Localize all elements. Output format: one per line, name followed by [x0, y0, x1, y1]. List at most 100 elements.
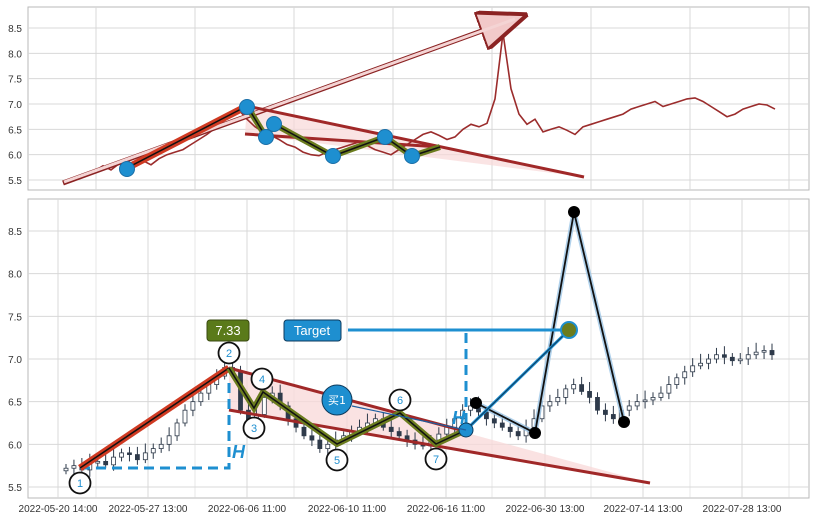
detail-frame [27, 198, 810, 499]
candle-body [507, 426, 513, 432]
candle-body [634, 401, 640, 407]
candle-body [119, 452, 124, 458]
detail-point-7-marker [424, 447, 448, 471]
detail-pattern-points: 1 2 3 4 5 6 7 [68, 341, 448, 495]
detail-point-6-marker [388, 388, 412, 412]
candle-body [579, 384, 585, 392]
projection-point-2 [529, 427, 541, 439]
candle-body [769, 350, 775, 356]
candle-body [666, 384, 672, 394]
detail-y-tick-label: 7.0 [8, 355, 22, 366]
candle-body [714, 354, 719, 360]
detail-x-tick-label: 2022-06-10 11:00 [308, 504, 387, 515]
candle-body [491, 418, 497, 424]
candle-body [95, 460, 101, 464]
candle-body [642, 399, 648, 403]
overview-panel: 5.5 6.0 6.5 7.0 7.5 8.0 8.5 [8, 6, 810, 191]
detail-y-tick-label: 8.0 [8, 270, 22, 281]
candle-body [650, 396, 656, 401]
top-value-label: 7.33 [215, 323, 240, 338]
candle-body [388, 426, 394, 432]
candle-body [682, 371, 688, 379]
candle-body [261, 396, 267, 415]
candle-body [690, 365, 696, 373]
candle-body [317, 439, 323, 450]
detail-panel: 5.5 6.0 6.5 7.0 7.5 8.0 8.5 2022-05-20 14:00 20… [8, 198, 810, 515]
detail-lower-trendline [228, 408, 651, 485]
candle-body [658, 392, 664, 398]
h-height-left [80, 380, 231, 470]
detail-zigzag-core [228, 367, 467, 445]
detail-x-tick-label: 2022-07-14 13:00 [604, 504, 683, 515]
overview-point-4 [266, 116, 282, 132]
candle-body [706, 358, 711, 364]
candle-body [555, 396, 561, 403]
overview-rise-segment-core [126, 105, 248, 169]
candle-body [166, 435, 172, 445]
detail-y-tick-label: 5.5 [8, 483, 22, 494]
candle-body [396, 431, 402, 437]
overview-y-tick-label: 8.0 [8, 49, 22, 60]
overview-y-tick-label: 6.5 [8, 125, 22, 136]
detail-point-7-label: 7 [433, 454, 439, 466]
candle-body [626, 405, 632, 411]
candle-body [610, 414, 616, 420]
target-badge [283, 319, 342, 342]
overview-point-3 [258, 129, 274, 145]
overview-point-7 [404, 148, 420, 164]
candle-body [737, 358, 743, 362]
detail-y-tick-label: 7.5 [8, 312, 22, 323]
candle-body [674, 377, 680, 386]
projection-point-4 [618, 416, 630, 428]
candle-body [603, 409, 608, 415]
candle-body [563, 388, 569, 398]
overview-y-tick-label: 7.0 [8, 100, 22, 111]
detail-point-6-label: 6 [397, 395, 403, 407]
candle-body [745, 354, 751, 360]
candle-body [111, 456, 116, 466]
detail-y-tick-label: 8.5 [8, 227, 22, 238]
overview-point-5 [325, 148, 341, 164]
candle-body [571, 384, 577, 390]
detail-x-tick-label: 2022-07-28 13:00 [703, 504, 782, 515]
candle-body [134, 454, 140, 461]
candle-body [103, 460, 109, 466]
candle-body [499, 422, 505, 428]
candle-body [182, 409, 188, 424]
candle-body [63, 467, 69, 472]
detail-x-tick-label: 2022-06-30 13:00 [506, 504, 585, 515]
detail-point-5-marker [325, 448, 349, 472]
detail-point-2-marker [217, 341, 241, 365]
candle-body [309, 435, 315, 441]
detail-y-tick-label: 6.5 [8, 398, 22, 409]
candle-body [722, 354, 727, 358]
candle-body [142, 452, 148, 461]
detail-point-3-label: 3 [251, 423, 257, 435]
detail-rise-segment-core [79, 367, 230, 469]
overview-projection-arrow-inner [63, 17, 516, 184]
detail-point-1-marker [68, 471, 92, 495]
overview-frame [27, 6, 810, 191]
overview-lower-trendline [244, 132, 441, 149]
overview-y-tick-label: 5.5 [8, 176, 22, 187]
detail-point-4-marker [250, 367, 274, 391]
overview-point-1 [119, 161, 135, 177]
detail-x-tick-label: 2022-05-27 13:00 [109, 504, 188, 515]
projection-path [475, 211, 625, 435]
candle-body [698, 362, 704, 367]
buy-pointer-line [351, 405, 467, 431]
detail-x-tick-label: 2022-05-20 14:00 [19, 504, 98, 515]
detail-y-tick-label: 6.0 [8, 440, 22, 451]
candle-body [301, 426, 307, 437]
detail-x-tick-label: 2022-06-06 11:00 [208, 504, 287, 515]
overview-upper-trendline [246, 104, 585, 179]
candle-body [595, 396, 600, 411]
candle-body [761, 350, 767, 353]
detail-point-5-label: 5 [334, 455, 340, 467]
projection-point-1 [470, 397, 482, 409]
candle-body [515, 431, 521, 437]
breakout-to-target-core [465, 329, 570, 431]
projection-point-3 [568, 206, 580, 218]
overview-y-ticks: 5.5 6.0 6.5 7.0 7.5 8.0 8.5 [8, 24, 22, 187]
